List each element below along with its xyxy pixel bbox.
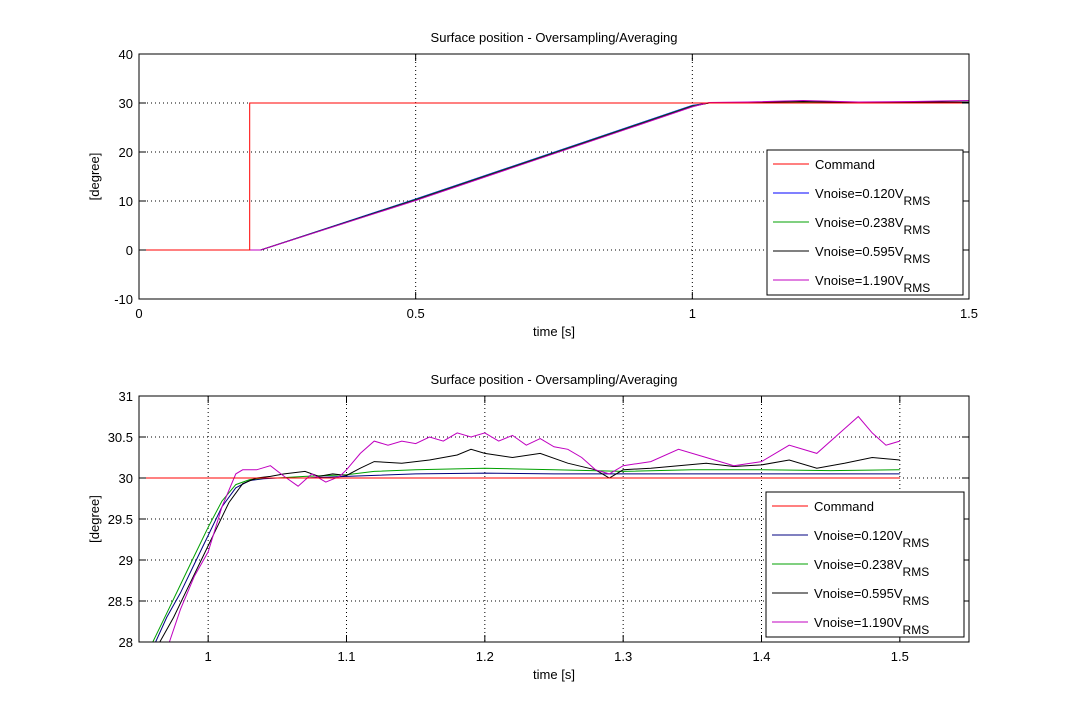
y-tick-label: 31 <box>119 389 133 404</box>
x-tick-label: 1.4 <box>752 649 770 664</box>
x-axis-label: time [s] <box>533 324 575 339</box>
legend-label: Command <box>815 157 875 172</box>
x-tick-label: 1 <box>205 649 212 664</box>
legend-label: Vnoise=0.238VRMS <box>815 215 930 237</box>
axes-frame <box>138 53 970 300</box>
x-tick-label: 0.5 <box>407 306 425 321</box>
x-axis-label: time [s] <box>533 667 575 682</box>
legend-label: Vnoise=0.120VRMS <box>814 528 929 550</box>
series-line-2 <box>152 467 900 642</box>
series-lines <box>139 415 900 642</box>
legend-label: Vnoise=0.238VRMS <box>814 557 929 579</box>
y-tick-label: 0 <box>126 243 133 258</box>
y-tick-label: 20 <box>119 145 133 160</box>
x-tick-label: 0 <box>135 306 142 321</box>
chart-title: Surface position - Oversampling/Averagin… <box>431 30 678 45</box>
series-line-0 <box>139 102 969 251</box>
y-axis-label: [degree] <box>87 495 102 543</box>
y-tick-label: 10 <box>119 194 133 209</box>
series-line-4 <box>168 415 900 642</box>
y-tick-label: 29.5 <box>108 512 133 527</box>
chart-title: Surface position - Oversampling/Averagin… <box>431 372 678 387</box>
y-tick-label: 30 <box>119 96 133 111</box>
legend-box <box>766 149 964 296</box>
x-tick-label: 1.2 <box>476 649 494 664</box>
legend-label: Vnoise=0.120VRMS <box>815 186 930 208</box>
legend-label: Vnoise=0.595VRMS <box>815 244 930 266</box>
x-tick-label: 1.5 <box>891 649 909 664</box>
series-line-4 <box>139 99 969 251</box>
y-tick-label: 28.5 <box>108 594 133 609</box>
legend-label: Vnoise=1.190VRMS <box>814 615 929 637</box>
y-tick-label: 30.5 <box>108 430 133 445</box>
y-axis-label: [degree] <box>87 153 102 201</box>
y-tick-label: -10 <box>114 292 133 307</box>
x-tick-label: 1.1 <box>337 649 355 664</box>
legend-label: Vnoise=0.595VRMS <box>814 586 929 608</box>
legend: Command Vnoise=0.120VRMS Vnoise=0.238VRMS V… <box>766 149 964 296</box>
legend-label: Command <box>814 499 874 514</box>
y-tick-label: 28 <box>119 635 133 650</box>
legend-label: Vnoise=1.190VRMS <box>815 273 930 295</box>
bottom-chart: 1 1.1 1.2 1.3 1.4 1.5 28 28.5 29 29.5 30 30.5 31 Surf… <box>87 372 970 682</box>
series-lines <box>139 99 969 251</box>
x-tick-label: 1.5 <box>960 306 978 321</box>
x-tick-label: 1.3 <box>614 649 632 664</box>
y-tick-label: 30 <box>119 471 133 486</box>
y-tick-label: 40 <box>119 47 133 62</box>
x-tick-label: 1 <box>689 306 696 321</box>
legend: Command Vnoise=0.120VRMS Vnoise=0.238VRMS V… <box>765 491 965 638</box>
y-tick-label: 29 <box>119 553 133 568</box>
series-line-3 <box>159 448 900 642</box>
